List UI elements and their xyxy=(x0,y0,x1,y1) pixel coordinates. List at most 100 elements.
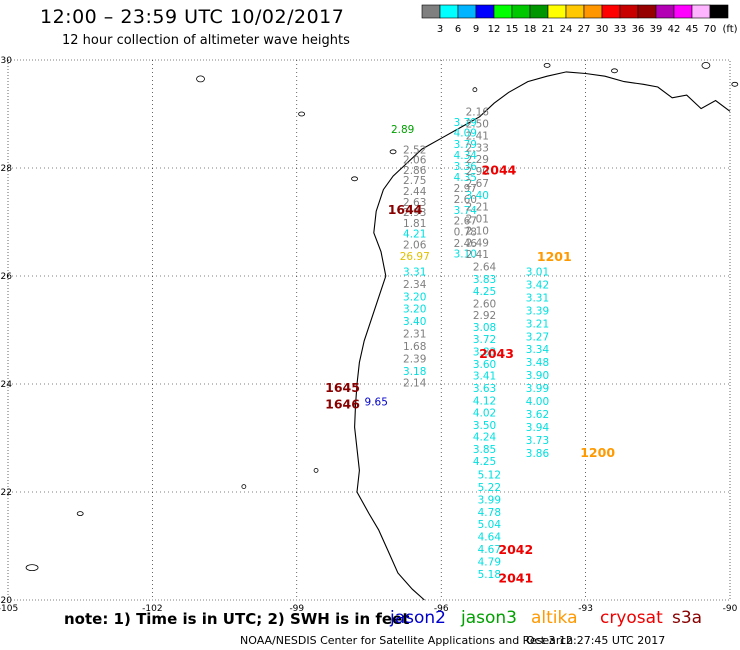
swh-value: 3.48 xyxy=(526,357,549,369)
lat-label: 26 xyxy=(1,272,13,282)
legend-jason3: jason3 xyxy=(461,608,517,628)
swh-value: 2.92 xyxy=(473,310,496,322)
swh-value: 4.12 xyxy=(473,396,496,408)
colorbar-tick: 12 xyxy=(488,24,501,35)
swh-value: 5.12 xyxy=(478,470,501,482)
swh-value: 2.50 xyxy=(466,119,489,131)
swh-value: 2.97 xyxy=(454,183,477,195)
pass-time-label: 1646 xyxy=(325,396,360,411)
swh-value: 3.90 xyxy=(526,370,549,382)
lat-label: 30 xyxy=(1,56,13,66)
colorbar-tick: 3 xyxy=(437,24,443,35)
page-title: 12:00 – 23:59 UTC 10/02/2017 xyxy=(40,6,345,28)
credit-line: NOAA/NESDIS Center for Satellite Applica… xyxy=(240,634,574,647)
pass-time-label: 1644 xyxy=(388,202,423,217)
swh-value: 5.22 xyxy=(478,482,501,494)
coastline-path xyxy=(354,71,731,601)
swh-value: 2.63 xyxy=(403,197,426,209)
swh-value: 3.21 xyxy=(526,318,549,330)
swh-value: 4.25 xyxy=(473,456,496,468)
swh-value: 3.41 xyxy=(473,371,496,383)
pass-time-label: 2044 xyxy=(482,162,517,177)
swh-value: 3.39 xyxy=(526,305,549,317)
colorbar-tick: 24 xyxy=(560,24,573,35)
land-feature xyxy=(472,87,478,93)
lon-label: -96 xyxy=(434,604,449,614)
swh-value: 4.02 xyxy=(473,407,496,419)
swh-value: 3.10 xyxy=(454,249,477,261)
swh-value: 3.86 xyxy=(526,448,550,460)
swh-value: 3.79 xyxy=(454,117,477,129)
swh-value: 3.50 xyxy=(473,420,496,432)
swh-value: 2.16 xyxy=(466,107,490,119)
swh-value: 2.60 xyxy=(473,298,496,310)
land-feature xyxy=(389,149,397,155)
colorbar-unit: (ft) xyxy=(722,24,737,35)
swh-value: 3.60 xyxy=(473,359,496,371)
lon-label: -90 xyxy=(723,604,738,614)
swh-value: 2.86 xyxy=(403,165,427,177)
swh-value: 2.41 xyxy=(466,249,489,261)
swh-colorbar: 3 6 9 12 15 18 21 24 27 30 33 36 39 42 45 70 (ft) xyxy=(421,4,738,35)
swh-value: 2.52 xyxy=(403,144,426,156)
swh-value: 3.63 xyxy=(473,383,496,395)
swh-value: 1.81 xyxy=(403,218,426,230)
colorbar-tick: 27 xyxy=(578,24,591,35)
swh-value: 3.83 xyxy=(473,274,496,286)
swh-value: 3.72 xyxy=(473,334,496,346)
swh-value: 0.78 xyxy=(454,227,477,239)
land-feature xyxy=(611,68,618,74)
swh-value: 2.01 xyxy=(466,214,489,226)
swh-value: 2.41 xyxy=(466,130,489,142)
wave-height-values: 2.522.062.862.752.442.632.931.814.212.06… xyxy=(365,107,550,581)
land-feature xyxy=(543,63,551,68)
legend-s3a: s3a xyxy=(672,608,703,628)
swh-value: 3.34 xyxy=(526,344,550,356)
pass-time-label: 2042 xyxy=(498,542,533,557)
swh-value: 5.04 xyxy=(478,519,502,531)
swh-value: 2.49 xyxy=(466,237,489,249)
pass-time-label: 1645 xyxy=(325,380,360,395)
swh-value: 4.21 xyxy=(403,229,426,241)
colorbar-tick: 33 xyxy=(614,24,627,35)
land-feature xyxy=(731,81,739,87)
swh-value: 26.97 xyxy=(400,251,430,263)
swh-value: 4.34 xyxy=(454,150,478,162)
swh-value: 3.31 xyxy=(403,266,426,278)
swh-value: 3.42 xyxy=(526,279,549,291)
colorbar-tick: 36 xyxy=(632,24,645,35)
swh-value: 3.85 xyxy=(473,444,496,456)
pass-time-label: 1200 xyxy=(580,445,615,460)
swh-value: 3.20 xyxy=(403,291,426,303)
pass-time-label: 1201 xyxy=(537,249,572,264)
legend-jason2: jason2 xyxy=(390,608,446,628)
lat-lon-grid xyxy=(7,59,731,601)
swh-value: 3.73 xyxy=(526,435,549,447)
colorbar-tick: 39 xyxy=(650,24,663,35)
swh-value: 2.46 xyxy=(454,238,478,250)
colorbar-swatch xyxy=(709,4,729,19)
swh-value: 2.39 xyxy=(403,353,426,365)
swh-value: 4.35 xyxy=(454,172,477,184)
swh-value: 9.65 xyxy=(365,397,388,409)
colorbar-tick: 18 xyxy=(524,24,537,35)
swh-value: 4.79 xyxy=(478,556,501,568)
page-subtitle: 12 hour collection of altimeter wave hei… xyxy=(62,33,350,48)
swh-value: 2.75 xyxy=(403,175,426,187)
swh-value: 5.18 xyxy=(478,569,501,581)
land-feature xyxy=(25,564,39,571)
lon-label: -93 xyxy=(578,604,593,614)
generated-timestamp: Oct 3 12:27:45 UTC 2017 xyxy=(526,634,666,647)
swh-value: 3.74 xyxy=(454,205,478,217)
swh-value: 2.06 xyxy=(403,155,427,167)
swh-value: 4.78 xyxy=(478,507,501,519)
swh-value: 2.14 xyxy=(403,378,427,390)
colorbar-tick: 70 xyxy=(704,24,717,35)
swh-value: 2.44 xyxy=(403,186,427,198)
swh-value: 4.67 xyxy=(478,544,501,556)
colorbar-tick: 45 xyxy=(686,24,699,35)
lon-label: -102 xyxy=(142,604,162,614)
swh-value: 3.18 xyxy=(403,366,426,378)
